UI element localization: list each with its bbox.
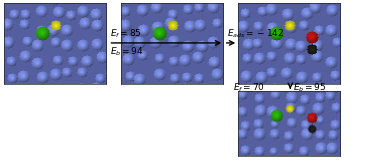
Text: $E_b=95$: $E_b=95$ xyxy=(293,81,327,94)
Text: $E_{ads}=-142$: $E_{ads}=-142$ xyxy=(227,28,284,40)
Text: $E_f=85$: $E_f=85$ xyxy=(110,28,141,40)
Text: $E_b=94$: $E_b=94$ xyxy=(110,46,144,58)
Text: $E_f=70$: $E_f=70$ xyxy=(232,81,265,94)
